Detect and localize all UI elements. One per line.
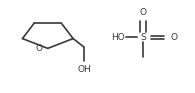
Text: OH: OH [78,65,92,74]
Text: O: O [140,8,147,17]
Text: S: S [140,33,146,42]
Text: HO: HO [111,33,125,42]
Text: O: O [35,44,42,53]
Text: O: O [171,33,178,42]
